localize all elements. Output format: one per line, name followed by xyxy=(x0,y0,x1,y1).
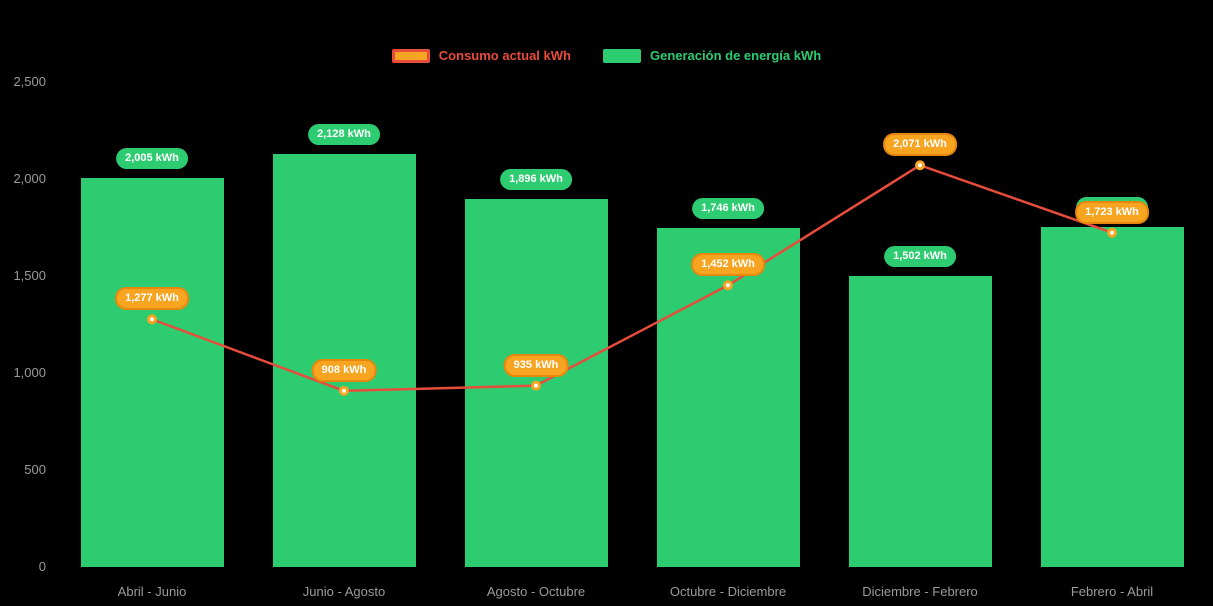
consumption-point[interactable] xyxy=(723,280,733,291)
consumption-point[interactable] xyxy=(147,314,157,325)
legend-label-generation: Generación de energía kWh xyxy=(649,48,822,63)
legend-item-consumption[interactable]: Consumo actual kWh xyxy=(391,48,571,63)
consumption-point[interactable] xyxy=(531,380,541,391)
consumption-line xyxy=(151,163,1113,393)
generation-swatch-icon xyxy=(602,48,641,63)
consumption-point[interactable] xyxy=(1107,227,1117,238)
consumption-point[interactable] xyxy=(915,160,925,171)
consumption-swatch-icon xyxy=(391,48,430,63)
generation-bar-1[interactable] xyxy=(80,178,224,567)
legend-item-generation[interactable]: Generación de energía kWh xyxy=(602,48,822,63)
legend-label-consumption: Consumo actual kWh xyxy=(438,48,571,63)
chart-legend: Consumo actual kWh Generación de energía… xyxy=(0,48,1213,63)
generation-bar-5[interactable] xyxy=(848,275,992,567)
generation-bar-6[interactable] xyxy=(1040,226,1184,567)
consumption-point[interactable] xyxy=(339,385,349,396)
